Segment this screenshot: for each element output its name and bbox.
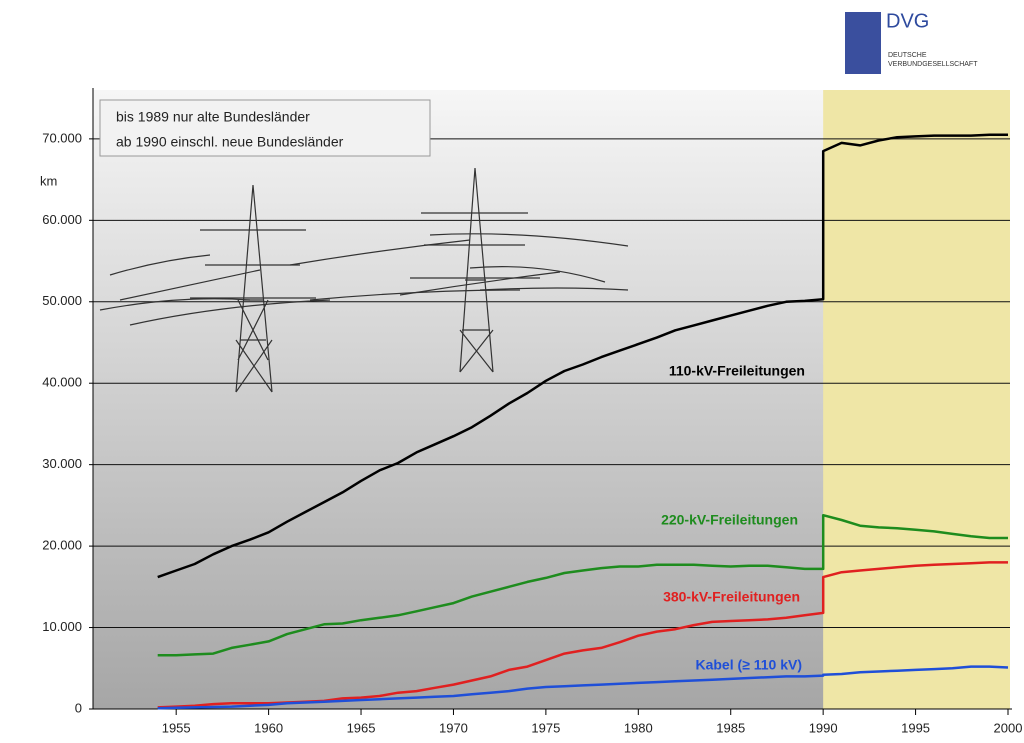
- y-tick-label: 20.000: [42, 538, 82, 553]
- logo-text: VERBUNDGESELLSCHAFT: [888, 61, 978, 68]
- series-line: [157, 513, 1008, 657]
- x-tick-label: 1980: [624, 720, 653, 735]
- logo-text: DEUTSCHE: [888, 52, 927, 59]
- y-tick-label: 60.000: [42, 212, 82, 227]
- x-tick-label: 1995: [901, 720, 930, 735]
- y-tick-label: 50.000: [42, 293, 82, 308]
- logo-title: DVG: [886, 10, 929, 32]
- series-line: [157, 133, 1008, 579]
- y-tick-label: 10.000: [42, 619, 82, 634]
- x-tick-label: 1990: [809, 720, 838, 735]
- x-tick-label: 1970: [439, 720, 468, 735]
- series-label: Kabel (≥ 110 kV): [695, 657, 802, 673]
- x-tick-label: 1960: [254, 720, 283, 735]
- series-label: 110-kV-Freileitungen: [669, 363, 805, 379]
- x-tick-label: 2000: [994, 720, 1023, 735]
- logo-mark: [845, 12, 881, 74]
- y-tick-label: 0: [75, 700, 82, 715]
- y-unit: km: [40, 173, 57, 188]
- highlight-band: [823, 90, 1010, 709]
- y-tick-label: 40.000: [42, 375, 82, 390]
- x-tick-label: 1985: [716, 720, 745, 735]
- note: bis 1989 nur alte Bundesländer: [116, 109, 310, 125]
- series-label: 220-kV-Freileitungen: [661, 512, 798, 528]
- x-tick-label: 1975: [531, 720, 560, 735]
- series-label: 380-kV-Freileitungen: [663, 589, 800, 605]
- note-box: [99, 99, 431, 157]
- x-tick-label: 1955: [162, 720, 191, 735]
- y-tick-label: 30.000: [42, 456, 82, 471]
- pylon-illustration: [99, 167, 629, 393]
- y-tick-label: 70.000: [42, 130, 82, 145]
- note: ab 1990 einschl. neue Bundesländer: [116, 134, 344, 150]
- x-tick-label: 1965: [347, 720, 376, 735]
- series-line: [157, 665, 1009, 710]
